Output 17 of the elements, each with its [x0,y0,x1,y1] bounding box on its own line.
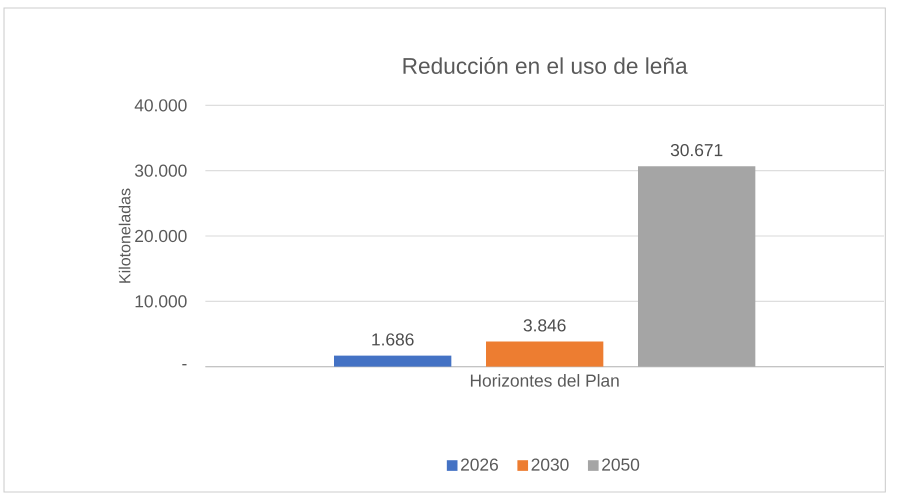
legend-label: 2030 [532,458,569,471]
y-axis-title: Kilotoneladas [118,188,130,283]
bar [638,166,756,367]
legend-label: 2050 [602,458,640,471]
y-tick-label: - [182,364,187,366]
y-tick-label: 10.000 [136,295,187,308]
y-tick-label: 20.000 [135,230,187,242]
legend-label: 2026 [461,458,498,471]
data-label: 3.846 [524,319,566,332]
bar [486,342,604,367]
y-tick-label: 30.000 [134,164,187,177]
bar [334,356,452,367]
y-tick-label: 40.000 [134,99,187,112]
chart-title: Reducción en el uso de leña [404,57,688,74]
data-label: 1.686 [372,333,414,346]
x-tick-label: Horizontes del Plan [470,374,619,387]
data-label: 30.671 [670,144,722,156]
